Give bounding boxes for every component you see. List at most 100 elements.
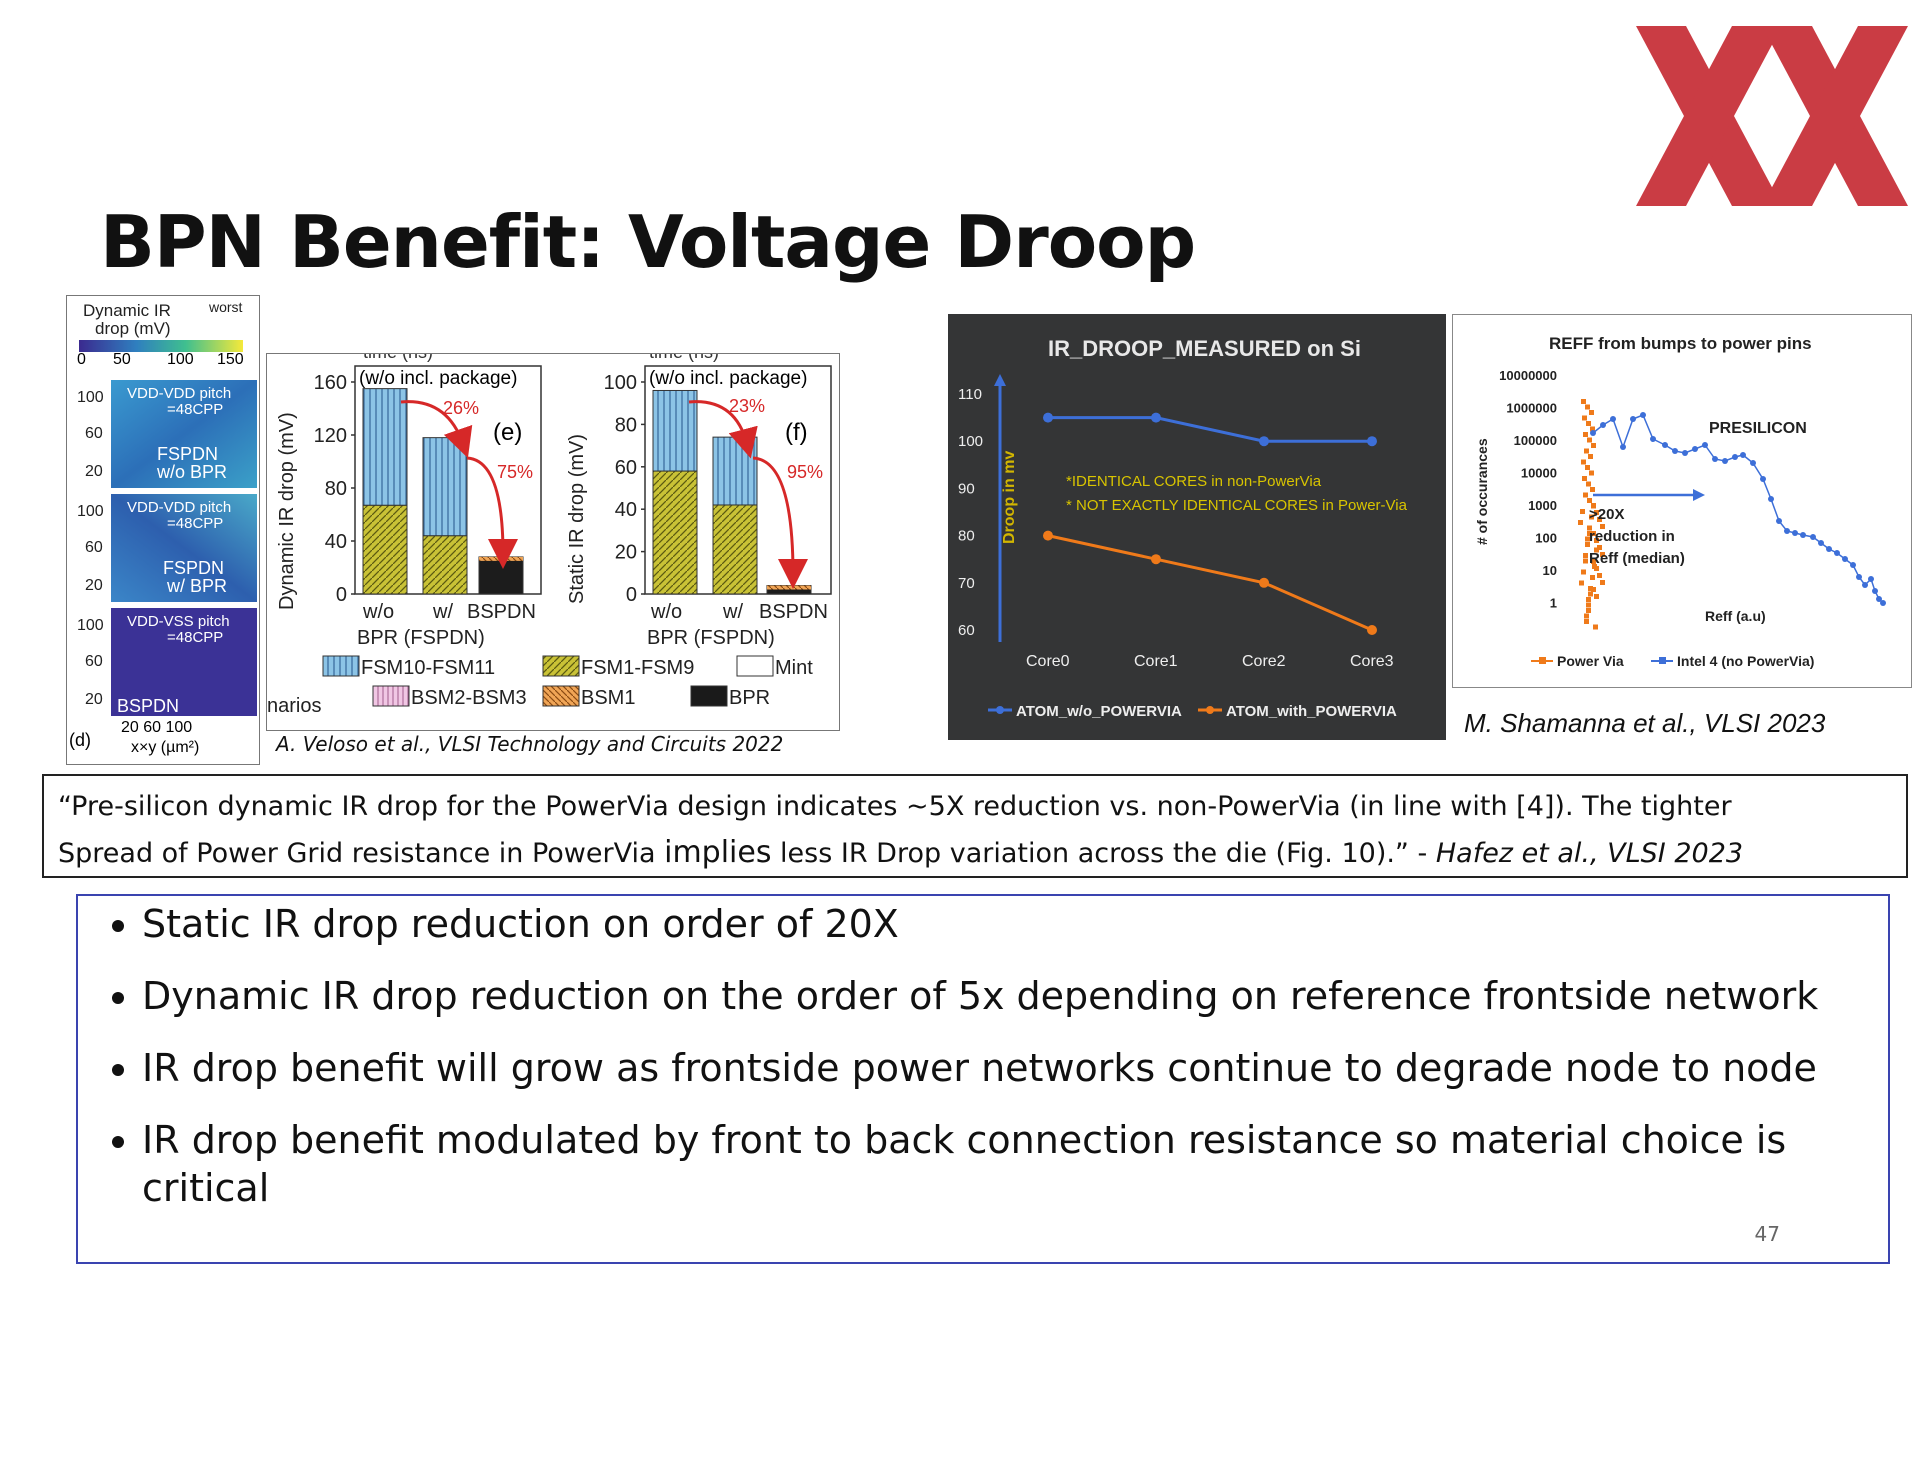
reff-y-tick: 100 [1535, 531, 1557, 546]
reff-legend-label: Power Via [1557, 653, 1624, 669]
reff-point-powervia [1589, 470, 1594, 476]
heatmap-scale-tick: 100 [167, 351, 194, 368]
reff-point-powervia [1591, 587, 1596, 592]
quote-box: “Pre-silicon dynamic IR drop for the Pow… [42, 774, 1908, 878]
bars-time-label: time (ns) [363, 354, 433, 362]
reff-point-intel4 [1702, 442, 1708, 448]
heatmap-scale-tick: 0 [77, 351, 86, 368]
reff-point-intel4 [1876, 596, 1882, 602]
right-bar-fsm10-fsm11 [652, 389, 698, 472]
reff-point-powervia [1585, 465, 1590, 470]
legend-label: Mint [775, 657, 813, 679]
droop-data-point [1259, 436, 1269, 447]
left-y-tick: 0 [336, 584, 347, 606]
panel-pitch-label: VDD-VSS pitch [127, 613, 230, 630]
reff-point-powervia [1579, 580, 1584, 586]
reff-point-powervia [1593, 624, 1598, 630]
right-reduction-arrow-1 [688, 400, 758, 459]
right-reduction-arrow-2 [752, 456, 808, 589]
reff-point-powervia [1586, 421, 1591, 426]
legend-label: BPR [729, 687, 770, 709]
droop-legend-marker [996, 706, 1004, 714]
left-bar-bsm1 [479, 556, 523, 561]
panel-name-label: w/o BPR [156, 462, 227, 482]
panel-cpp-label: =48CPP [167, 515, 223, 532]
reff-point-intel4 [1872, 588, 1878, 594]
droop-y-tick: 60 [958, 622, 975, 639]
left-chart-ylabel: Dynamic IR drop (mV) [276, 412, 298, 610]
reff-y-tick: 1000 [1528, 498, 1557, 513]
left-bar-fsm1-fsm9 [362, 504, 408, 595]
heatmap-header-2: drop (mV) [95, 319, 171, 338]
reff-y-label: # of occurances [1474, 438, 1490, 545]
droop-legend-label: ATOM_w/o_POWERVIA [1016, 703, 1182, 720]
right-bar-bsm1 [767, 585, 811, 590]
right-y-tick: 100 [604, 372, 637, 394]
reff-point-powervia [1594, 566, 1599, 571]
reff-point-intel4 [1600, 422, 1606, 428]
left-y-tick: 80 [325, 478, 347, 500]
reff-point-powervia [1588, 454, 1593, 459]
droop-y-tick: 100 [958, 433, 983, 450]
right-y-tick: 0 [626, 584, 637, 606]
reff-point-intel4 [1818, 540, 1824, 546]
reff-point-powervia [1586, 597, 1591, 602]
right-reduction-pct-1: 23% [729, 396, 765, 416]
droop-x-tick: Core3 [1350, 653, 1394, 670]
droop-y-axis-arrow [994, 374, 1006, 386]
reff-point-powervia [1578, 520, 1583, 525]
right-chart-ylabel: Static IR drop (mV) [566, 434, 588, 604]
heatmap-scale-tick: 50 [113, 351, 131, 368]
reff-legend-marker [1539, 657, 1546, 664]
bullet-item: Static IR drop reduction on order of 20X [142, 900, 1860, 972]
reff-point-powervia [1583, 492, 1588, 498]
reff-y-tick: 100000 [1514, 433, 1557, 448]
ir-droop-measured-chart: IR_DROOP_MEASURED on Si Droop in mv 110 100… [948, 314, 1446, 740]
reff-point-powervia [1591, 559, 1596, 564]
droop-data-point [1151, 554, 1161, 565]
reff-point-powervia [1581, 569, 1586, 575]
reff-point-intel4 [1692, 446, 1698, 452]
reff-annotation: PRESILICON [1709, 420, 1807, 437]
left-bar-fsm10-fsm11 [362, 388, 408, 506]
figure-side-fragment: narios [267, 695, 321, 717]
heatmap-colorbar [79, 340, 243, 352]
reff-reduction-arrowhead [1693, 489, 1705, 501]
droop-data-point [1367, 625, 1377, 635]
xx-logo [1636, 26, 1908, 206]
reff-point-powervia [1590, 426, 1595, 432]
droop-series-line [1048, 416, 1372, 443]
heatmap-header-1: Dynamic IR [83, 301, 171, 320]
reff-point-intel4 [1826, 546, 1832, 552]
left-bar-label: w/o [362, 601, 394, 623]
reff-point-intel4 [1868, 576, 1874, 582]
left-reduction-arrow-2 [466, 456, 518, 569]
reff-y-tick: 1 [1550, 596, 1557, 611]
legend-label: BSM1 [581, 687, 635, 709]
reff-point-powervia [1585, 542, 1590, 547]
left-y-tick: 40 [325, 531, 347, 553]
right-bar-label: w/ [722, 601, 743, 623]
reff-point-intel4 [1880, 600, 1886, 606]
right-bar-label: w/o [650, 601, 682, 623]
panel-name-label: BSPDN [117, 696, 179, 716]
left-bar-label: BSPDN [467, 601, 536, 623]
right-bar-group-label: BPR (FSPDN) [647, 627, 775, 649]
heatmap-y-tick: 60 [85, 425, 103, 442]
reff-point-powervia [1585, 404, 1590, 410]
left-reduction-pct-1: 26% [443, 398, 479, 418]
reff-point-intel4 [1732, 454, 1738, 460]
caption-shamanna: M. Shamanna et al., VLSI 2023 [1464, 708, 1826, 738]
legend-label: FSM1-FSM9 [581, 657, 694, 679]
reff-point-intel4 [1792, 530, 1798, 536]
reff-point-intel4 [1834, 550, 1840, 556]
reff-x-label: Reff (a.u) [1705, 608, 1766, 624]
reff-point-intel4 [1862, 582, 1868, 588]
heatmap-panel-bspdn [111, 608, 257, 716]
reff-point-powervia [1586, 602, 1591, 608]
reff-point-intel4 [1740, 452, 1746, 458]
bullet-item: IR drop benefit modulated by front to ba… [142, 1116, 1860, 1212]
right-y-tick: 60 [615, 457, 637, 479]
reff-chart-title: REFF from bumps to power pins [1549, 334, 1812, 353]
reff-point-powervia [1591, 443, 1596, 448]
